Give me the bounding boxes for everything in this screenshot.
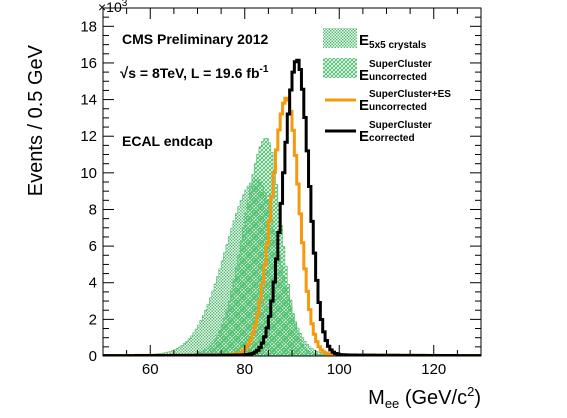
x-tick-label: 60	[142, 361, 159, 378]
legend-swatch-1	[323, 58, 357, 78]
x-tick-label: 100	[327, 361, 352, 378]
legend-label-1: Euncorrected	[359, 67, 427, 84]
axes-layer: 60 80 100 120 0 2 4 6 8 10 12 14 16 18	[80, 7, 482, 378]
legend-label-3: Ecorrected	[359, 128, 415, 145]
line-layer	[103, 58, 481, 356]
y-tick-label: 8	[89, 201, 97, 218]
y-tick-label: 10	[80, 165, 97, 182]
y-multiplier: ×103	[98, 0, 128, 15]
legend-sup-1: SuperCluster	[369, 59, 432, 70]
y-tick-label: 4	[89, 275, 97, 292]
legend-swatch-0	[323, 28, 357, 48]
series-3-line	[103, 58, 481, 356]
legend-sup-3: SuperCluster	[369, 120, 432, 131]
y-tick-label: 2	[89, 311, 97, 328]
legend-label-0: E5x5 crystals	[359, 32, 427, 51]
y-tick-label: 12	[80, 128, 97, 145]
x-axis-label: Mee (GeV/c2)	[368, 384, 481, 411]
y-tick-label: 18	[80, 18, 97, 35]
series-1-fill	[103, 138, 481, 356]
cms-label: CMS Preliminary 2012	[122, 31, 269, 47]
y-tick-label: 6	[89, 238, 97, 255]
legend: E5x5 crystals Euncorrected SuperCluster …	[323, 28, 451, 145]
legend-sup-2: SuperCluster+ES	[369, 89, 451, 100]
x-tick-label: 120	[421, 361, 446, 378]
x-tick-label: 80	[236, 361, 253, 378]
y-tick-label: 0	[89, 348, 97, 365]
y-tick-label: 16	[80, 55, 97, 72]
lumi-label: √s = 8TeV, L = 19.6 fb-1	[120, 64, 269, 82]
y-tick-label: 14	[80, 92, 97, 109]
y-axis-label: Events / 0.5 GeV	[25, 44, 47, 196]
region-label: ECAL endcap	[122, 133, 213, 149]
fill-layer	[103, 138, 481, 356]
legend-label-2: Euncorrected	[359, 97, 427, 114]
